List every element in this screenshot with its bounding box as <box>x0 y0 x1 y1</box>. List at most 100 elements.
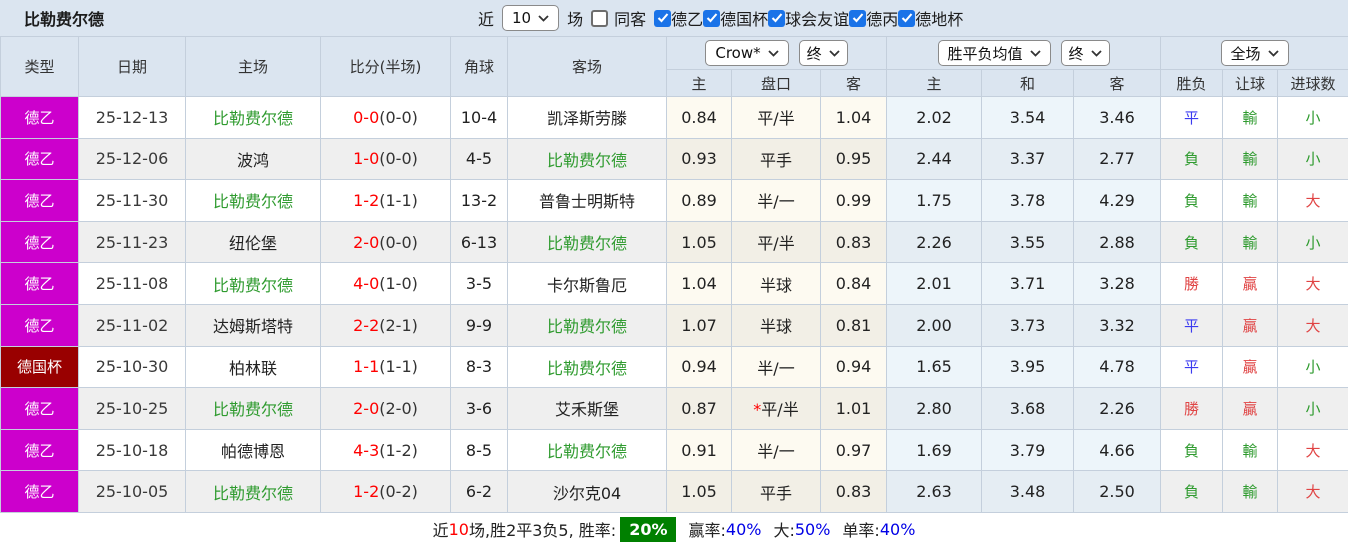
score-cell: 1-2(1-1) <box>320 179 451 222</box>
avg-win-cell: 1.65 <box>886 345 983 389</box>
handicap-value: 平手 <box>759 150 792 170</box>
handicap-result-cell: 輸 <box>1222 470 1279 513</box>
competition-cell: 德乙 <box>0 470 79 513</box>
avg-win-cell: 2.26 <box>886 220 983 264</box>
corners-cell: 3-6 <box>450 387 508 430</box>
avg-draw-cell: 3.71 <box>981 262 1075 305</box>
away-team-cell: 艾禾斯堡 <box>507 387 667 430</box>
checkbox-checked-icon[interactable] <box>849 9 867 27</box>
match-row: 德乙 25-12-06 波鸿 1-0(0-0) 4-5 比勒费尔德 0.93 平… <box>0 137 1348 181</box>
away-team-cell: 比勒费尔德 <box>507 220 667 264</box>
halftime-score: (2-1) <box>379 315 418 335</box>
score-cell: 0-0(0-0) <box>320 96 451 139</box>
scope-select[interactable]: 全场 <box>1220 40 1289 66</box>
odds-company-select[interactable]: Crow* <box>705 40 789 66</box>
away-odds-cell: 1.01 <box>819 387 888 430</box>
checkbox-checked-icon[interactable] <box>898 9 916 27</box>
handicap-value: 半球 <box>759 317 792 337</box>
subcol-avg-draw: 和 <box>981 69 1075 97</box>
result-cell: 負 <box>1160 220 1224 264</box>
match-table-body: 德乙 25-12-13 比勒费尔德 0-0(0-0) 10-4 凯泽斯劳滕 0.… <box>0 96 1348 513</box>
away-odds-cell: 0.83 <box>819 220 888 264</box>
odds-time-select[interactable]: 终 <box>798 40 848 66</box>
result-cell: 負 <box>1160 179 1224 222</box>
home-team-cell: 波鸿 <box>185 137 321 181</box>
win-odds-label: 赢率: <box>688 521 726 540</box>
checkbox-checked-icon[interactable] <box>703 9 721 27</box>
away-team-cell: 比勒费尔德 <box>507 303 667 347</box>
filter-controls: 近 10 场 同客 德乙 德国杯 球会友谊 德丙 德地杯 <box>478 0 963 36</box>
league-filter-de2[interactable]: 德乙 <box>654 6 703 30</box>
handicap-result-cell: 贏 <box>1222 262 1279 305</box>
handicap-star: * <box>753 400 762 420</box>
away-team-cell: 普鲁士明斯特 <box>507 179 667 222</box>
big-value: 50% <box>794 519 831 539</box>
recent-count-select[interactable]: 10 <box>502 5 560 31</box>
handicap-cell: 平手 <box>731 137 821 181</box>
handicap-value: 半/一 <box>757 358 795 378</box>
handicap-value: 半/一 <box>757 442 795 462</box>
handicap-cell: 平手 <box>731 470 821 513</box>
result-cell: 平 <box>1160 345 1224 389</box>
corners-cell: 6-2 <box>450 470 508 513</box>
fulltime-score: 0-0 <box>353 107 380 127</box>
avg-type-select[interactable]: 胜平负均值 <box>937 40 1051 66</box>
match-row: 德乙 25-12-13 比勒费尔德 0-0(0-0) 10-4 凯泽斯劳滕 0.… <box>0 96 1348 139</box>
date-cell: 25-11-08 <box>78 262 186 305</box>
halftime-score: (1-1) <box>379 190 418 210</box>
competition-cell: 德乙 <box>0 220 79 264</box>
avg-lose-cell: 3.46 <box>1073 96 1162 139</box>
fulltime-score: 1-0 <box>353 149 380 169</box>
odds-group-header: Crow* 终 <box>665 36 888 70</box>
avg-lose-cell: 4.29 <box>1073 179 1162 222</box>
corners-cell: 10-4 <box>450 96 508 139</box>
corners-cell: 8-5 <box>450 428 508 472</box>
date-cell: 25-10-18 <box>78 428 186 472</box>
avg-draw-cell: 3.95 <box>981 345 1075 389</box>
goals-cell: 大 <box>1277 303 1348 347</box>
handicap-cell: 平/半 <box>731 220 821 264</box>
chevron-down-icon <box>1029 49 1041 57</box>
handicap-cell: 半球 <box>731 262 821 305</box>
away-team-cell: 比勒费尔德 <box>507 345 667 389</box>
avg-lose-cell: 2.88 <box>1073 220 1162 264</box>
subcol-result: 胜负 <box>1160 69 1224 97</box>
league-filter-friendly[interactable]: 球会友谊 <box>768 6 849 30</box>
goals-cell: 小 <box>1277 387 1348 430</box>
avg-win-cell: 2.63 <box>886 470 983 513</box>
page-title: 比勒费尔德 <box>24 10 105 29</box>
league-filter-regional-cup[interactable]: 德地杯 <box>898 6 963 30</box>
goals-cell: 小 <box>1277 345 1348 389</box>
home-odds-cell: 0.84 <box>666 96 732 139</box>
date-cell: 25-12-06 <box>78 137 186 181</box>
halftime-score: (1-1) <box>379 357 418 377</box>
home-odds-cell: 0.91 <box>666 428 732 472</box>
date-cell: 25-10-25 <box>78 387 186 430</box>
same-away-label: 同客 <box>614 10 647 29</box>
league-filter-dfb-cup[interactable]: 德国杯 <box>703 6 768 30</box>
avg-draw-cell: 3.73 <box>981 303 1075 347</box>
match-row: 德乙 25-10-18 帕德博恩 4-3(1-2) 8-5 比勒费尔德 0.91… <box>0 428 1348 472</box>
goals-cell: 大 <box>1277 428 1348 472</box>
away-odds-cell: 0.99 <box>819 179 888 222</box>
checkbox-checked-icon[interactable] <box>768 9 786 27</box>
goals-cell: 小 <box>1277 220 1348 264</box>
handicap-result-cell: 贏 <box>1222 345 1279 389</box>
checkbox-checked-icon[interactable] <box>654 9 672 27</box>
checkbox-unchecked-icon[interactable] <box>591 9 609 27</box>
avg-lose-cell: 2.26 <box>1073 387 1162 430</box>
league-filter-de3[interactable]: 德丙 <box>849 6 898 30</box>
away-odds-cell: 0.83 <box>819 470 888 513</box>
handicap-value: 半/一 <box>757 192 795 212</box>
subcol-avg-win: 主 <box>886 69 983 97</box>
col-header-home: 主场 <box>185 36 321 97</box>
home-odds-cell: 0.89 <box>666 179 732 222</box>
home-odds-cell: 1.07 <box>666 303 732 347</box>
summary-record: 场,胜2平3负5, 胜率: <box>468 521 617 540</box>
avg-time-select[interactable]: 终 <box>1060 40 1110 66</box>
same-away-filter[interactable]: 同客 <box>591 6 646 30</box>
date-cell: 25-10-05 <box>78 470 186 513</box>
competition-cell: 德乙 <box>0 303 79 347</box>
subcol-goals: 进球数 <box>1277 69 1348 97</box>
match-row: 德乙 25-10-25 比勒费尔德 2-0(2-0) 3-6 艾禾斯堡 0.87… <box>0 387 1348 430</box>
